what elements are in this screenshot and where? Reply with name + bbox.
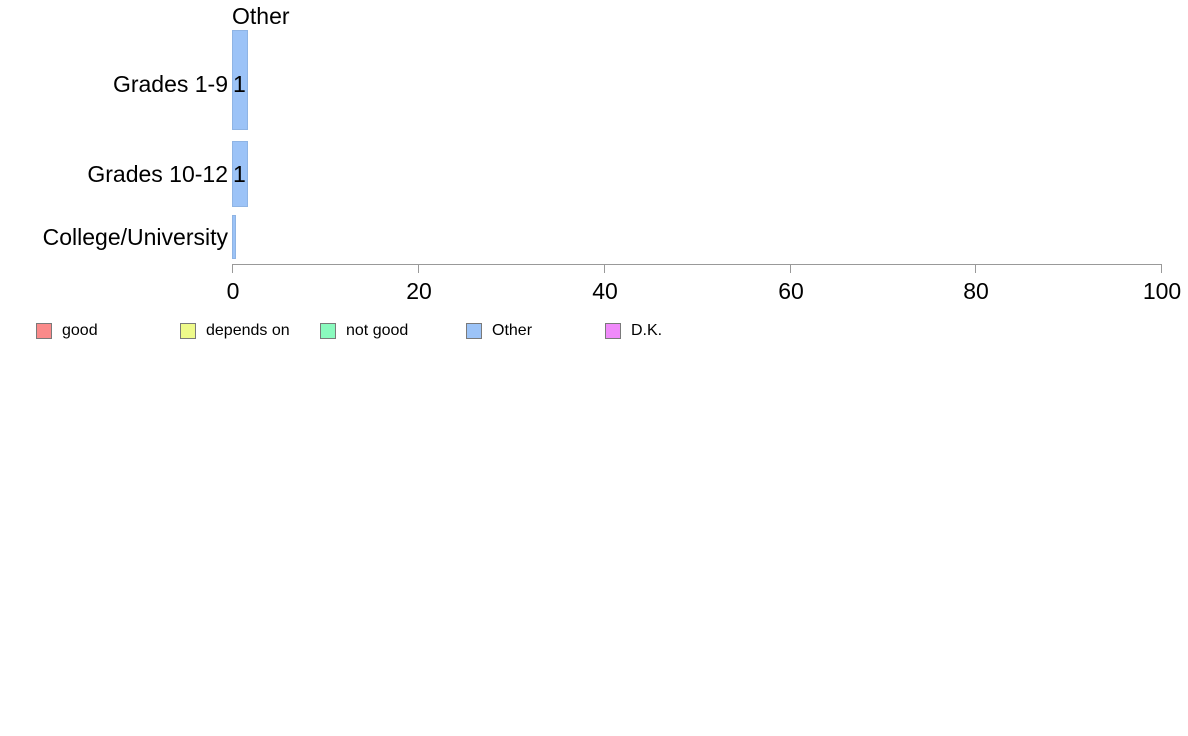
category-label-grades-1-9: Grades 1-9 (112, 71, 228, 97)
x-axis-tick-60 (790, 264, 791, 273)
x-axis-label-20: 20 (406, 278, 432, 304)
bar-value-grades-1-9: 1 (233, 71, 246, 97)
legend-swatch-dk (605, 323, 621, 339)
legend-item-other[interactable]: Other (466, 318, 532, 344)
legend-item-depends-on[interactable]: depends on (180, 318, 290, 344)
legend-item-dk[interactable]: D.K. (605, 318, 662, 344)
bar-college-university[interactable] (232, 215, 236, 259)
category-label-grades-10-12-wrap: Grades 10-12 (0, 161, 228, 187)
x-axis-label-0: 0 (226, 278, 240, 304)
x-axis-label-60: 60 (778, 278, 804, 304)
plot-area: 1 1 (232, 0, 1161, 264)
legend-label-depends-on: depends on (206, 322, 290, 339)
legend-swatch-depends-on (180, 323, 196, 339)
x-axis-tick-0 (232, 264, 233, 273)
x-axis-tick-20 (418, 264, 419, 273)
chart-group-title: Other (232, 3, 290, 29)
category-label-college-university-wrap: College/University (0, 224, 228, 250)
x-axis-label-40: 40 (592, 278, 618, 304)
x-axis-label-100: 100 (1142, 278, 1182, 304)
bar-grades-10-12[interactable] (232, 141, 248, 207)
x-axis-tick-80 (975, 264, 976, 273)
legend-label-not-good: not good (346, 322, 409, 339)
legend-item-good[interactable]: good (36, 318, 98, 344)
chart-legend: good depends on not good Other D.K. (0, 318, 1188, 344)
x-axis-tick-100 (1161, 264, 1162, 273)
x-axis-tick-40 (604, 264, 605, 273)
category-label-grades-10-12: Grades 10-12 (87, 161, 228, 187)
legend-swatch-not-good (320, 323, 336, 339)
legend-swatch-other (466, 323, 482, 339)
legend-label-dk: D.K. (631, 322, 663, 339)
legend-item-not-good[interactable]: not good (320, 318, 408, 344)
bar-grades-1-9[interactable] (232, 30, 248, 130)
x-axis-line (232, 264, 1161, 265)
category-label-college-university: College/University (42, 224, 228, 250)
legend-label-good: good (62, 322, 98, 339)
bar-value-grades-10-12: 1 (233, 161, 246, 187)
legend-label-other: Other (492, 322, 533, 339)
category-label-grades-1-9-wrap: Grades 1-9 (0, 71, 228, 97)
x-axis-label-80: 80 (963, 278, 989, 304)
legend-swatch-good (36, 323, 52, 339)
